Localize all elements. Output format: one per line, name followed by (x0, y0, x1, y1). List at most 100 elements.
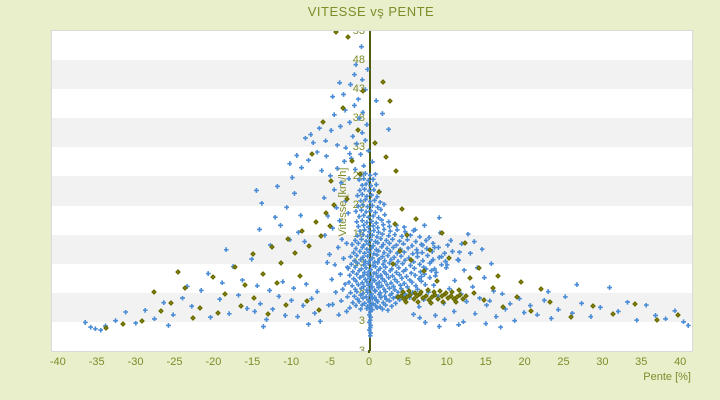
vitesse-blue-point (414, 286, 420, 292)
vitesse-blue-point (380, 222, 386, 228)
vitesse-blue-point (335, 244, 341, 250)
x-tick-label: -40 (49, 356, 66, 368)
vitesse-blue-point (370, 301, 376, 307)
vitesse-blue-point (338, 298, 344, 304)
vitesse-blue-point (358, 236, 364, 242)
vitesse-blue-point (391, 254, 397, 260)
vitesse-blue-point (372, 294, 378, 300)
vitesse-blue-point (527, 303, 533, 309)
vitesse-blue-point (180, 295, 185, 301)
vitesse-blue-point (306, 321, 312, 327)
plot-area: Vitesse [km/h] 534843383328231813833 (51, 30, 693, 352)
vitesse-blue-point (401, 280, 407, 286)
vitesse-blue-point (672, 308, 678, 314)
vitesse-blue-point (383, 302, 389, 308)
vitesse-blue-point (359, 280, 365, 286)
vitesse-blue-point (355, 96, 361, 102)
vitesse-blue-point (472, 311, 478, 317)
vitesse-blue-point (463, 299, 469, 305)
vitesse-blue-point (615, 308, 621, 314)
vitesse-blue-point (334, 142, 340, 148)
vitesse-blue-point (378, 294, 384, 300)
vitesse-blue-point (344, 308, 350, 314)
vitesse-blue-point (361, 262, 367, 268)
vitesse-blue-point (381, 226, 387, 232)
vitesse-blue-point (428, 268, 434, 274)
vitesse-blue-point (314, 149, 320, 155)
vitesse-blue-point (366, 275, 372, 281)
vitesse-blue-point (380, 261, 386, 267)
vitesse-blue-point (381, 286, 387, 292)
vitesse-blue-point (359, 302, 365, 308)
vitesse-blue-point (360, 232, 366, 238)
vitesse-blue-point (428, 258, 434, 264)
vitesse-blue-point (348, 261, 354, 267)
vitesse-blue-point (274, 183, 280, 189)
vitesse-blue-point (217, 296, 223, 302)
vitesse-blue-point (352, 286, 358, 292)
vitesse-blue-point (358, 198, 364, 204)
vitesse-blue-point (365, 214, 371, 220)
vitesse-blue-point (239, 277, 245, 283)
x-tick-label: 10 (440, 356, 453, 368)
vitesse-blue-point (355, 240, 361, 246)
vitesse-blue-point (382, 258, 388, 264)
x-tick-label: 15 (479, 356, 492, 368)
vitesse-blue-point (442, 258, 448, 264)
vitesse-blue-point (294, 152, 300, 158)
vitesse-blue-point (312, 310, 318, 316)
vitesse-blue-point (419, 250, 425, 256)
vitesse-blue-point (350, 269, 356, 275)
vitesse-blue-point (399, 233, 405, 239)
vitesse-blue-point (358, 44, 364, 50)
vitesse-blue-point (278, 222, 284, 228)
vitesse-blue-point (354, 219, 360, 225)
vitesse-blue-point (347, 305, 353, 311)
vitesse-blue-point (326, 302, 332, 308)
vitesse-blue-point (488, 261, 494, 267)
vitesse-blue-point (366, 188, 372, 194)
vitesse-blue-point (208, 314, 213, 320)
vitesse-blue-point (367, 257, 373, 263)
x-tick-label: -20 (205, 356, 222, 368)
vitesse-blue-point (330, 301, 336, 307)
vitesse-blue-point (356, 115, 362, 121)
vitesse-blue-point (359, 130, 365, 136)
vitesse-blue-point (362, 269, 368, 275)
vitesse-blue-point (430, 240, 436, 246)
vitesse-blue-point (253, 187, 259, 193)
vitesse-blue-point (467, 250, 473, 256)
vitesse-blue-point (310, 140, 316, 146)
vitesse-blue-point (359, 218, 365, 224)
vitesse-blue-point (416, 276, 422, 282)
vitesse-blue-point (358, 266, 364, 272)
vitesse-blue-point (407, 277, 413, 283)
vitesse-blue-point (399, 275, 405, 281)
vitesse-blue-point (330, 94, 336, 100)
vitesse-blue-point (336, 312, 342, 318)
vitesse-blue-point (498, 324, 504, 330)
vitesse-blue-point (562, 294, 568, 300)
vitesse-blue-point (370, 277, 376, 283)
vitesse-blue-point (351, 258, 357, 264)
vitesse-blue-point (370, 223, 376, 229)
vitesse-blue-point (321, 195, 327, 201)
vitesse-blue-point (375, 260, 381, 266)
vitesse-blue-point (400, 261, 406, 267)
vitesse-blue-point (397, 282, 403, 288)
vitesse-blue-point (397, 297, 403, 303)
vitesse-blue-point (287, 161, 293, 167)
vitesse-blue-point (369, 203, 375, 209)
vitesse-blue-point (244, 306, 250, 312)
vitesse-blue-point (439, 262, 445, 268)
vitesse-blue-point (389, 266, 395, 272)
vitesse-blue-point (363, 238, 369, 244)
x-tick-label: -35 (88, 356, 105, 368)
vitesse-blue-point (291, 285, 297, 291)
vitesse-blue-point (430, 257, 436, 263)
vitesse-blue-point (414, 250, 420, 256)
vitesse-blue-point (418, 274, 424, 280)
vitesse-blue-point (394, 250, 400, 256)
vitesse-blue-point (663, 316, 669, 322)
vitesse-blue-point (534, 312, 540, 318)
